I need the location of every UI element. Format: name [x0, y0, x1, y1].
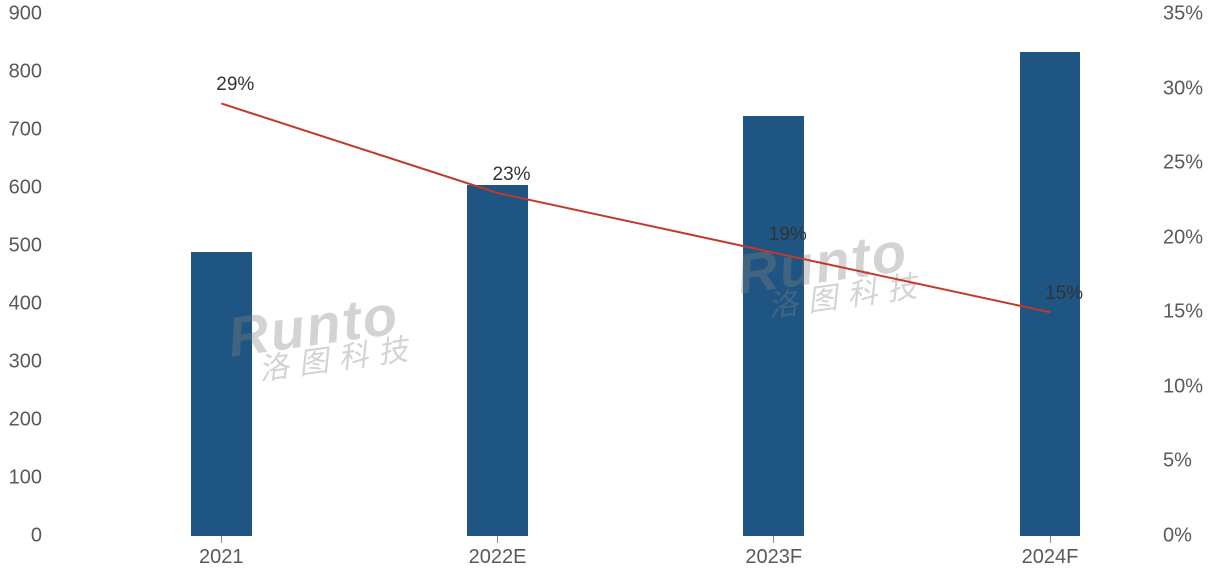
y-left-tick-label: 700: [9, 119, 42, 142]
line-data-label: 23%: [493, 164, 531, 186]
combo-chart: 0 100 200 300 400 500 600 700 800 900 0% 5% 10% 15% 20…: [0, 0, 1210, 584]
line-data-label: 19%: [769, 224, 807, 246]
y-right-tick-label: 30%: [1163, 77, 1203, 100]
x-tick-mark: [497, 536, 498, 543]
x-tick-mark: [773, 536, 774, 543]
y-right-tick-label: 0%: [1163, 525, 1192, 548]
watermark-sub: 洛图科技: [257, 334, 420, 386]
x-tick-label: 2022E: [469, 546, 527, 569]
line-data-label: 29%: [216, 74, 254, 96]
y-left-tick-label: 100: [9, 467, 42, 490]
y-right-tick-label: 5%: [1163, 450, 1192, 473]
y-left-tick-label: 400: [9, 293, 42, 316]
y-left-tick-label: 200: [9, 409, 42, 432]
x-tick-label: 2024F: [1022, 546, 1079, 569]
y-right-tick-label: 15%: [1163, 301, 1203, 324]
x-tick-label: 2023F: [745, 546, 802, 569]
x-tick-mark: [221, 536, 222, 543]
y-left-tick-label: 300: [9, 351, 42, 374]
y-left-tick-label: 0: [31, 525, 42, 548]
y-left-tick-label: 500: [9, 235, 42, 258]
bar: [743, 116, 804, 537]
y-left-tick-label: 800: [9, 61, 42, 84]
bar: [191, 252, 252, 536]
y-right-tick-label: 35%: [1163, 3, 1203, 26]
line-data-label: 15%: [1045, 283, 1083, 305]
y-right-tick-label: 10%: [1163, 375, 1203, 398]
x-tick-label: 2021: [199, 546, 244, 569]
y-right-tick-label: 25%: [1163, 152, 1203, 175]
y-left-tick-label: 600: [9, 177, 42, 200]
bar: [467, 185, 528, 536]
x-tick-mark: [1050, 536, 1051, 543]
plot-area: 01002003004005006007008009000%5%10%15%20…: [50, 14, 1155, 536]
y-left-tick-label: 900: [9, 3, 42, 26]
y-right-tick-label: 20%: [1163, 226, 1203, 249]
